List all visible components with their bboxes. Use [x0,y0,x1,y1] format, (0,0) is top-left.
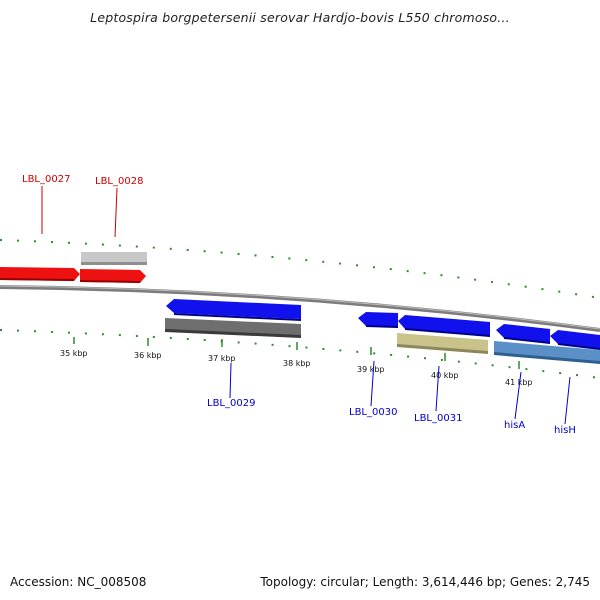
map-title: Leptospira borgpetersenii serovar Hardjo… [90,10,510,25]
gene-feature-lbl-0030 [358,312,398,328]
gene-label-lbl-0027: LBL_0027 [22,174,70,185]
gene-feature-steel [494,341,600,364]
kbp-label-36: 36 kbp [134,351,162,360]
red-leader-lines [41,186,118,238]
kbp-label-35: 35 kbp [60,349,88,358]
kbp-label-39: 39 kbp [357,365,385,374]
chromosome-backbone-highlight [0,285,600,330]
blue-leader-lines [229,360,571,425]
kbp-label-40: 40 kbp [431,371,459,380]
gene-label-hisA: hisA [504,420,525,431]
gene-feature-gray-upper [81,252,147,265]
gene-feature-hisA [496,324,550,344]
kbp-label-37: 37 kbp [208,354,236,363]
kbp-label-38: 38 kbp [283,359,311,368]
gene-label-lbl-0030: LBL_0030 [349,407,397,418]
gene-label-lbl-0031: LBL_0031 [414,413,462,424]
gene-feature-lbl-0031 [398,315,490,337]
kbp-label-41: 41 kbp [505,378,533,387]
gene-feature-lbl-0028 [80,269,146,283]
accession-text: Accession: NC_008508 [10,575,147,589]
topology-summary-text: Topology: circular; Length: 3,614,446 bp… [260,575,590,589]
gene-feature-khaki [397,333,488,354]
gene-label-lbl-0029: LBL_0029 [207,398,255,409]
gene-feature-hisH [550,330,600,350]
gene-feature-lbl-0029 [166,299,301,321]
gene-label-lbl-0028: LBL_0028 [95,176,143,187]
gene-label-hisH: hisH [554,425,576,436]
gene-feature-lbl-0027 [0,267,80,281]
gene-feature-dark-gray [165,318,301,338]
kbp-ticks [73,337,520,369]
chromosome-backbone [0,285,600,332]
